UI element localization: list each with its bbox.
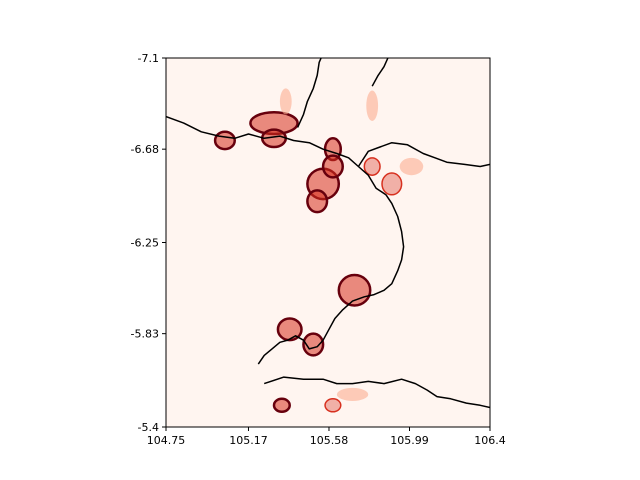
heat-region-16 [399,157,424,176]
coastline-2 [357,141,490,168]
heat-region-15 [366,90,379,121]
y-axis: -7.1 -6.68 -6.25 -5.83 -5.4 [131,52,166,434]
heatmap-layer [213,88,424,414]
heat-region-17 [336,387,369,401]
y-tick-label-1: -6.68 [131,143,159,156]
y-tick-label-3: -5.83 [131,328,159,341]
x-tick-label-4: 106.4 [474,434,506,447]
heat-region-11 [324,398,342,413]
x-tick-label-2: 105.58 [310,434,349,447]
x-tick-label-0: 104.75 [147,434,186,447]
map-background [166,58,490,427]
heat-region-12 [381,172,403,196]
y-tick-label-0: -7.1 [138,52,159,65]
heat-region-9 [302,332,325,357]
x-axis: 104.75 105.17 105.58 105.99 106.4 [147,427,506,447]
heat-region-13 [363,157,381,176]
heat-region-6 [306,189,329,214]
heat-region-8 [276,317,303,342]
y-tick-label-2: -6.25 [131,237,159,250]
coastline-0 [166,115,405,365]
coastline-layer [166,58,490,409]
y-tick-label-4: -5.4 [138,421,159,434]
coastline-4 [296,58,322,128]
x-tick-label-3: 105.99 [390,434,429,447]
heat-region-0 [213,130,236,151]
heat-region-5 [321,154,344,179]
coastline-1 [263,376,490,409]
coastline-3 [371,58,389,87]
heat-region-10 [272,397,291,414]
x-tick-label-1: 105.17 [229,434,268,447]
heat-region-14 [279,88,292,115]
